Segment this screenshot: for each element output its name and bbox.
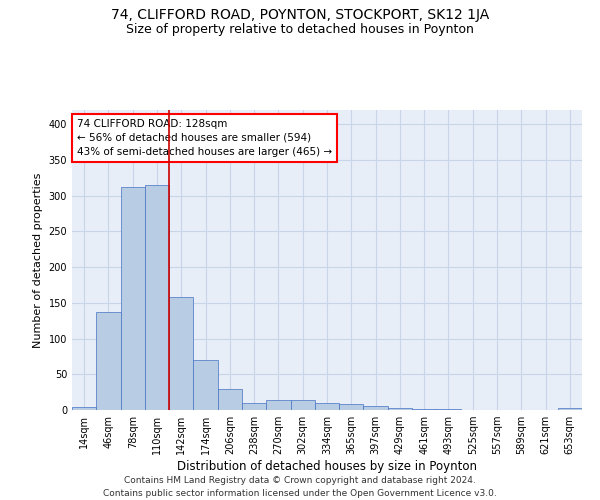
Bar bbox=[266, 400, 290, 410]
Bar bbox=[121, 187, 145, 410]
Text: Size of property relative to detached houses in Poynton: Size of property relative to detached ho… bbox=[126, 22, 474, 36]
Bar bbox=[169, 297, 193, 410]
Bar bbox=[242, 403, 266, 410]
Bar bbox=[388, 408, 412, 410]
Bar bbox=[364, 406, 388, 410]
Y-axis label: Number of detached properties: Number of detached properties bbox=[33, 172, 43, 348]
Bar bbox=[315, 403, 339, 410]
Bar bbox=[218, 388, 242, 410]
Bar bbox=[412, 408, 436, 410]
Bar bbox=[193, 360, 218, 410]
Bar bbox=[96, 312, 121, 410]
Text: 74, CLIFFORD ROAD, POYNTON, STOCKPORT, SK12 1JA: 74, CLIFFORD ROAD, POYNTON, STOCKPORT, S… bbox=[111, 8, 489, 22]
X-axis label: Distribution of detached houses by size in Poynton: Distribution of detached houses by size … bbox=[177, 460, 477, 473]
Bar bbox=[145, 185, 169, 410]
Bar bbox=[72, 407, 96, 410]
Bar bbox=[558, 408, 582, 410]
Bar bbox=[290, 400, 315, 410]
Text: Contains HM Land Registry data © Crown copyright and database right 2024.
Contai: Contains HM Land Registry data © Crown c… bbox=[103, 476, 497, 498]
Bar bbox=[339, 404, 364, 410]
Text: 74 CLIFFORD ROAD: 128sqm
← 56% of detached houses are smaller (594)
43% of semi-: 74 CLIFFORD ROAD: 128sqm ← 56% of detach… bbox=[77, 119, 332, 157]
Bar bbox=[436, 408, 461, 410]
